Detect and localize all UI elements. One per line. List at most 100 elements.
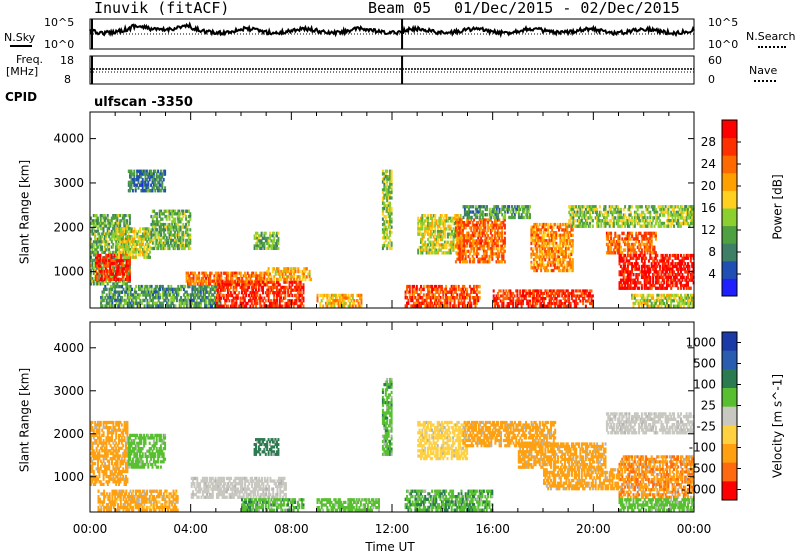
power-cell — [189, 228, 192, 232]
power-cell — [141, 172, 144, 176]
power-cell — [439, 243, 442, 247]
power-cell — [387, 222, 390, 227]
power-cell — [488, 226, 491, 230]
power-cell — [158, 180, 161, 185]
power-cell — [428, 245, 431, 250]
power-cell — [176, 230, 179, 235]
power-cell — [257, 277, 260, 281]
power-cell — [181, 284, 184, 289]
power-cell — [502, 254, 505, 259]
power-cell — [91, 248, 94, 252]
power-cell — [384, 188, 387, 192]
power-cell — [189, 214, 192, 219]
power-cell — [117, 227, 120, 231]
power-cell — [259, 234, 262, 238]
power-cell — [242, 288, 245, 292]
power-cell — [110, 240, 113, 244]
power-cell — [456, 296, 459, 300]
power-cell — [478, 290, 481, 294]
power-cell — [387, 220, 390, 224]
power-cell — [389, 206, 392, 211]
power-cell — [529, 205, 531, 209]
power-cell — [174, 225, 176, 229]
power-cell — [420, 227, 422, 231]
power-cell — [91, 277, 94, 281]
power-cell — [113, 229, 116, 233]
power-cell — [488, 244, 491, 248]
power-cell — [162, 212, 165, 216]
power-cell — [329, 301, 332, 306]
power-cell — [169, 241, 172, 245]
power-cell — [232, 296, 235, 300]
power-cell — [197, 290, 199, 294]
power-cell — [420, 216, 422, 220]
power-cell — [150, 246, 153, 251]
power-cell — [446, 224, 449, 228]
power-cell — [501, 236, 504, 240]
power-cell — [154, 220, 157, 224]
power-cell — [100, 298, 103, 303]
power-cell — [213, 274, 216, 278]
power-cell — [515, 289, 517, 293]
power-cell — [441, 243, 444, 247]
power-cell — [198, 290, 201, 294]
power-cell — [92, 250, 95, 254]
power-cell — [298, 293, 301, 298]
power-cell — [150, 287, 153, 292]
power-cell — [267, 241, 270, 245]
power-cell — [499, 210, 502, 214]
power-cell — [244, 271, 246, 275]
power-cell — [505, 294, 508, 298]
power-cell — [252, 285, 255, 290]
power-cell — [164, 186, 167, 190]
power-cell — [526, 215, 529, 220]
power-cell — [164, 169, 167, 173]
power-cell — [170, 284, 173, 289]
power-cell — [417, 248, 420, 252]
power-cell — [497, 205, 500, 209]
power-cell — [188, 282, 191, 286]
power-cell — [454, 228, 457, 233]
power-cell — [284, 269, 287, 274]
power-cell — [144, 186, 147, 190]
power-cell — [460, 254, 463, 259]
power-cell — [633, 224, 636, 228]
power-cell — [260, 299, 263, 303]
power-cell — [255, 241, 257, 245]
power-cell — [284, 304, 287, 308]
power-cell — [126, 287, 129, 292]
power-cell — [252, 283, 255, 287]
power-cell — [471, 257, 474, 261]
power-cell — [140, 169, 143, 173]
power-cell — [294, 299, 297, 303]
power-cell — [175, 244, 178, 248]
power-cell — [243, 291, 246, 295]
power-cell — [484, 236, 487, 240]
power-cell — [149, 296, 152, 300]
power-cell — [238, 271, 241, 275]
power-cell — [383, 183, 386, 187]
power-cell — [180, 301, 183, 305]
power-cell — [480, 218, 483, 222]
power-cell — [217, 304, 220, 308]
power-cell — [260, 274, 263, 278]
power-cell — [111, 272, 114, 276]
power-cell — [214, 271, 217, 275]
power-cell — [109, 224, 112, 228]
power-cell — [119, 298, 122, 303]
power-cell — [473, 218, 476, 222]
power-cell — [109, 267, 112, 271]
power-cell — [269, 231, 271, 235]
power-cell — [125, 240, 127, 244]
power-cell — [174, 290, 177, 294]
power-cell — [108, 304, 111, 308]
power-cell — [381, 188, 384, 192]
power-cell — [172, 217, 175, 221]
power-cell — [103, 216, 106, 220]
power-cell — [117, 221, 120, 226]
power-cell — [522, 291, 524, 295]
power-cell — [442, 224, 445, 228]
power-cell — [189, 277, 192, 281]
power-cell — [104, 253, 107, 258]
